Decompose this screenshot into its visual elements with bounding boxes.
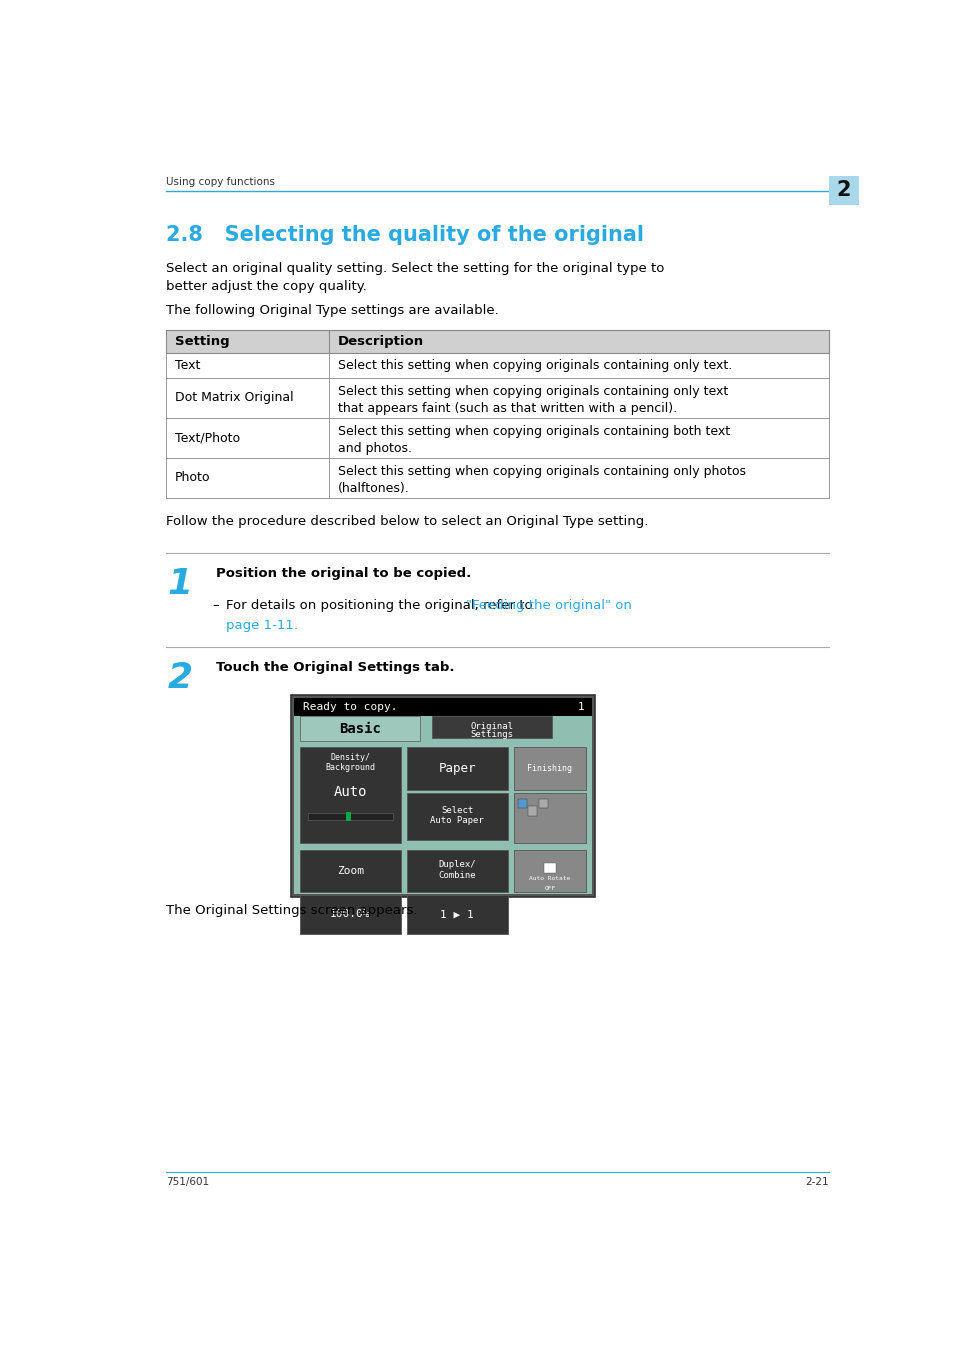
Text: 2: 2 <box>836 181 850 201</box>
Text: Combine: Combine <box>437 871 476 880</box>
Text: Basic: Basic <box>338 722 380 736</box>
FancyBboxPatch shape <box>346 811 350 821</box>
FancyBboxPatch shape <box>513 849 585 892</box>
Text: The Original Settings screen appears.: The Original Settings screen appears. <box>166 903 416 917</box>
Text: Auto Paper: Auto Paper <box>430 815 483 825</box>
Text: Paper: Paper <box>438 761 476 775</box>
Text: Settings: Settings <box>470 730 513 740</box>
Text: "Feeding the original" on: "Feeding the original" on <box>466 599 632 613</box>
Text: –: – <box>212 599 218 613</box>
Text: 1: 1 <box>577 702 583 713</box>
Text: Select this setting when copying originals containing both text: Select this setting when copying origina… <box>337 425 729 439</box>
Text: 751/601: 751/601 <box>166 1177 209 1187</box>
FancyBboxPatch shape <box>527 806 537 815</box>
Text: The following Original Type settings are available.: The following Original Type settings are… <box>166 305 498 317</box>
FancyBboxPatch shape <box>513 747 585 790</box>
Text: Select this setting when copying originals containing only text: Select this setting when copying origina… <box>337 385 727 398</box>
FancyBboxPatch shape <box>406 792 507 840</box>
Text: Finishing: Finishing <box>527 764 572 772</box>
Text: Zoom: Zoom <box>336 865 363 876</box>
FancyBboxPatch shape <box>543 864 556 872</box>
Text: Background: Background <box>325 763 375 772</box>
FancyBboxPatch shape <box>294 698 592 717</box>
Text: Using copy functions: Using copy functions <box>166 177 274 186</box>
FancyBboxPatch shape <box>828 176 858 205</box>
FancyBboxPatch shape <box>431 717 551 738</box>
Text: Text/Photo: Text/Photo <box>174 431 240 444</box>
Text: 100.0%: 100.0% <box>330 910 370 919</box>
Text: 1 ▶ 1: 1 ▶ 1 <box>440 910 474 919</box>
Text: Select: Select <box>440 806 473 815</box>
Text: that appears faint (such as that written with a pencil).: that appears faint (such as that written… <box>337 402 677 416</box>
Text: Follow the procedure described below to select an Original Type setting.: Follow the procedure described below to … <box>166 514 647 528</box>
Text: Density/: Density/ <box>330 753 370 763</box>
FancyBboxPatch shape <box>299 849 400 892</box>
Text: page 1-11.: page 1-11. <box>226 620 298 632</box>
FancyBboxPatch shape <box>294 698 592 894</box>
FancyBboxPatch shape <box>299 747 400 844</box>
FancyBboxPatch shape <box>299 717 419 741</box>
FancyBboxPatch shape <box>537 799 547 809</box>
Text: Select this setting when copying originals containing only text.: Select this setting when copying origina… <box>337 359 731 371</box>
FancyBboxPatch shape <box>166 329 828 352</box>
Text: and photos.: and photos. <box>337 443 412 455</box>
Text: Select an original quality setting. Select the setting for the original type to: Select an original quality setting. Sele… <box>166 262 663 275</box>
Text: Auto Rotate: Auto Rotate <box>529 876 570 882</box>
FancyBboxPatch shape <box>406 895 507 934</box>
FancyBboxPatch shape <box>291 695 595 898</box>
Text: 2: 2 <box>167 662 193 695</box>
Text: Select this setting when copying originals containing only photos: Select this setting when copying origina… <box>337 466 745 478</box>
FancyBboxPatch shape <box>299 895 400 934</box>
Text: OFF: OFF <box>543 886 555 891</box>
Text: (halftones).: (halftones). <box>337 482 409 495</box>
Text: Text: Text <box>174 359 200 371</box>
Text: better adjust the copy quality.: better adjust the copy quality. <box>166 279 366 293</box>
Text: Duplex/: Duplex/ <box>437 860 476 869</box>
Text: Photo: Photo <box>174 471 211 485</box>
Text: Dot Matrix Original: Dot Matrix Original <box>174 392 294 404</box>
Text: Description: Description <box>337 335 423 348</box>
Text: Ready to copy.: Ready to copy. <box>303 702 397 713</box>
Text: Setting: Setting <box>174 335 230 348</box>
FancyBboxPatch shape <box>307 813 393 821</box>
Text: For details on positioning the original, refer to: For details on positioning the original,… <box>226 599 537 613</box>
Text: Touch the Original Settings tab.: Touch the Original Settings tab. <box>216 662 455 674</box>
Text: 1: 1 <box>167 567 193 601</box>
FancyBboxPatch shape <box>406 849 507 892</box>
Text: Auto: Auto <box>334 784 367 799</box>
FancyBboxPatch shape <box>406 747 507 790</box>
FancyBboxPatch shape <box>517 799 526 809</box>
Text: 2-21: 2-21 <box>804 1177 828 1187</box>
Text: Position the original to be copied.: Position the original to be copied. <box>216 567 471 580</box>
Text: Original: Original <box>470 722 513 730</box>
Text: 2.8   Selecting the quality of the original: 2.8 Selecting the quality of the origina… <box>166 225 643 246</box>
FancyBboxPatch shape <box>513 792 585 842</box>
